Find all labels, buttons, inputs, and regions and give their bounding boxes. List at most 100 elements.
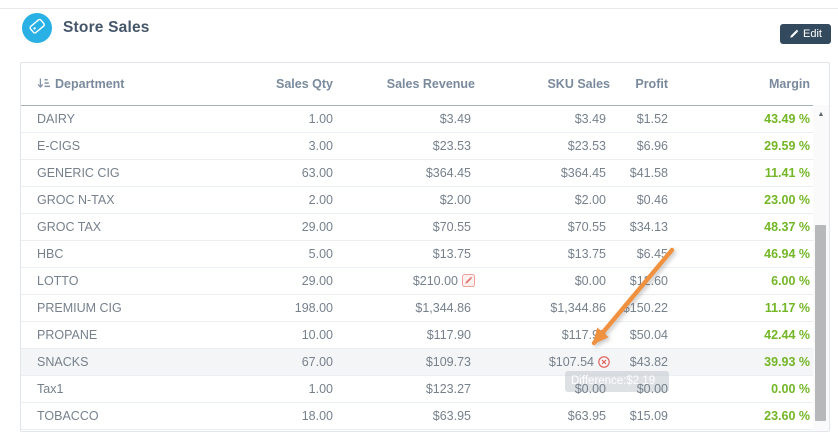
cell-sales-qty: 10.00 — [261, 321, 336, 349]
cell-sales-revenue: $13.75 — [336, 240, 478, 268]
cell-sales-qty: 29.00 — [261, 267, 336, 295]
cell-sales-qty: 5.00 — [261, 240, 336, 268]
cell-sales-qty: 3.00 — [261, 132, 336, 160]
cell-sales-qty: 198.00 — [261, 294, 336, 322]
cell-sales-revenue: $1,344.86 — [336, 294, 478, 322]
table-row[interactable]: TOBACCO 18.00 $63.95 $63.95 $15.09 23.60… — [21, 402, 813, 430]
table-row[interactable]: PREMIUM CIG 198.00 $1,344.86 $1,344.86 $… — [21, 294, 813, 322]
column-label: Sales Qty — [276, 77, 333, 91]
edit-button[interactable]: Edit — [780, 24, 831, 44]
cell-sales-revenue: $364.45 — [336, 159, 478, 187]
store-sales-card: Department Sales Qty Sales Revenue SKU S… — [20, 62, 830, 432]
table-row[interactable]: PROPANE 10.00 $117.90 $117.90 $50.04 42.… — [21, 321, 813, 349]
cell-sku-sales: $3.49 — [478, 105, 613, 133]
column-header-profit[interactable]: Profit — [613, 63, 671, 106]
store-sales-logo — [22, 13, 52, 43]
table-row[interactable]: GROC TAX 29.00 $70.55 $70.55 $34.13 48.3… — [21, 213, 813, 241]
cell-department: GROC TAX — [21, 213, 261, 241]
cell-sales-revenue: $109.73 — [336, 348, 478, 376]
table-row[interactable]: GROC N-TAX 2.00 $2.00 $2.00 $0.46 23.00 … — [21, 186, 813, 214]
cell-department: TOBACCO — [21, 402, 261, 430]
price-tag-icon — [27, 16, 47, 41]
cell-department: Tax1 — [21, 375, 261, 403]
cell-sales-qty: 1.00 — [261, 375, 336, 403]
cell-sales-qty: 18.00 — [261, 402, 336, 430]
cell-sales-qty: 1.00 — [261, 105, 336, 133]
table-row[interactable]: E-CIGS 3.00 $23.53 $23.53 $6.96 29.59 % — [21, 132, 813, 160]
cell-margin: 0.00 % — [671, 375, 813, 403]
cell-margin: 23.00 % — [671, 186, 813, 214]
cell-profit: $0.00 — [613, 375, 671, 403]
cell-profit: $50.04 — [613, 321, 671, 349]
cell-profit: $12.60 — [613, 267, 671, 295]
column-header-sales-revenue[interactable]: Sales Revenue — [336, 63, 478, 106]
cell-profit: $15.09 — [613, 402, 671, 430]
cell-sku-sales: $1,344.86 — [478, 294, 613, 322]
cell-sales-revenue: $63.95 — [336, 402, 478, 430]
table-row[interactable]: LOTTO 29.00 $210.00 $0.00 $12.60 6.00 % — [21, 267, 813, 295]
cell-sales-revenue: $23.53 — [336, 132, 478, 160]
edit-pencil-icon[interactable] — [462, 274, 475, 287]
sort-amount-icon[interactable] — [37, 78, 50, 92]
column-header-sku-sales[interactable]: SKU Sales — [478, 63, 613, 106]
cell-profit: $6.96 — [613, 132, 671, 160]
table-header-row: Department Sales Qty Sales Revenue SKU S… — [21, 63, 813, 106]
cell-sales-revenue: $3.49 — [336, 105, 478, 133]
table-row[interactable]: DAIRY 1.00 $3.49 $3.49 $1.52 43.49 % — [21, 105, 813, 133]
cell-sku-sales: $107.54 — [478, 348, 613, 376]
store-sales-table: Department Sales Qty Sales Revenue SKU S… — [21, 63, 813, 430]
cell-sku-sales: $0.00 — [478, 375, 613, 403]
page-title: Store Sales — [63, 19, 150, 36]
scroll-up-arrow-icon[interactable]: ▲ — [817, 111, 825, 118]
cell-sku-sales: $364.45 — [478, 159, 613, 187]
cell-sales-revenue: $2.00 — [336, 186, 478, 214]
column-label: Margin — [769, 77, 810, 91]
cell-margin: 42.44 % — [671, 321, 813, 349]
scrollbar-thumb[interactable] — [815, 225, 826, 421]
pencil-icon — [789, 29, 799, 39]
cell-sku-sales: $117.90 — [478, 321, 613, 349]
cell-margin: 43.49 % — [671, 105, 813, 133]
table-row[interactable]: Tax1 1.00 $123.27 $0.00 $0.00 0.00 % — [21, 375, 813, 403]
error-circle-x-icon[interactable] — [598, 356, 610, 368]
cell-margin: 29.59 % — [671, 132, 813, 160]
table-row[interactable]: HBC 5.00 $13.75 $13.75 $6.45 46.94 % — [21, 240, 813, 268]
cell-sku-sales: $2.00 — [478, 186, 613, 214]
column-label: Profit — [635, 77, 668, 91]
cell-sku-sales: $70.55 — [478, 213, 613, 241]
cell-profit: $43.82 — [613, 348, 671, 376]
cell-profit: $1.52 — [613, 105, 671, 133]
cell-margin: 23.60 % — [671, 402, 813, 430]
cell-sales-qty: 67.00 — [261, 348, 336, 376]
cell-sku-sales: $63.95 — [478, 402, 613, 430]
cell-department: GROC N-TAX — [21, 186, 261, 214]
cell-profit: $150.22 — [613, 294, 671, 322]
cell-department: LOTTO — [21, 267, 261, 295]
cell-profit: $34.13 — [613, 213, 671, 241]
cell-department: SNACKS — [21, 348, 261, 376]
table-row[interactable]: SNACKS 67.00 $109.73 $107.54 $43.82 39.9… — [21, 348, 813, 376]
column-label: Sales Revenue — [386, 77, 475, 91]
column-label: Department — [55, 76, 125, 91]
cell-margin: 39.93 % — [671, 348, 813, 376]
cell-sales-qty: 2.00 — [261, 186, 336, 214]
cell-profit: $0.46 — [613, 186, 671, 214]
cell-sales-revenue: $70.55 — [336, 213, 478, 241]
cell-sales-revenue: $117.90 — [336, 321, 478, 349]
cell-sales-qty: 63.00 — [261, 159, 336, 187]
vertical-scrollbar[interactable]: ▲ — [813, 105, 829, 431]
table-row[interactable]: GENERIC CIG 63.00 $364.45 $364.45 $41.58… — [21, 159, 813, 187]
cell-margin: 11.17 % — [671, 294, 813, 322]
cell-department: HBC — [21, 240, 261, 268]
column-header-sales-qty[interactable]: Sales Qty — [261, 63, 336, 106]
cell-margin: 6.00 % — [671, 267, 813, 295]
cell-profit: $41.58 — [613, 159, 671, 187]
cell-margin: 46.94 % — [671, 240, 813, 268]
cell-sku-sales: $0.00 — [478, 267, 613, 295]
column-header-department[interactable]: Department — [21, 63, 261, 106]
column-header-margin[interactable]: Margin — [671, 63, 813, 106]
cell-department: PREMIUM CIG — [21, 294, 261, 322]
cell-department: E-CIGS — [21, 132, 261, 160]
cell-sales-revenue: $123.27 — [336, 375, 478, 403]
cell-department: GENERIC CIG — [21, 159, 261, 187]
